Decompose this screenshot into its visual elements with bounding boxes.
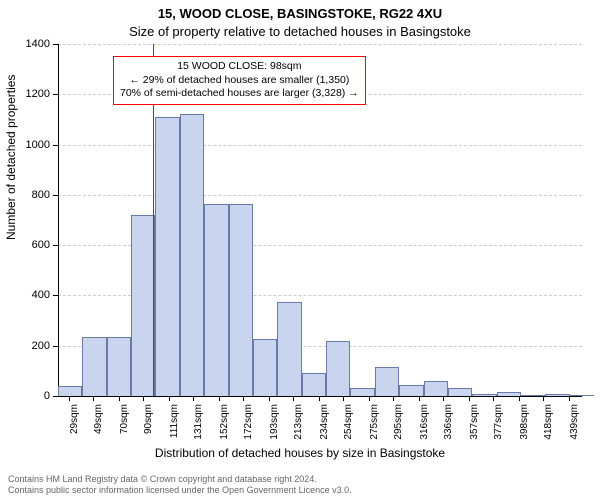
histogram-bar [277, 302, 301, 396]
xtick-label: 172sqm [243, 404, 254, 444]
histogram-bar [375, 367, 399, 396]
histogram-bar [180, 114, 204, 396]
xtick-label: 90sqm [143, 404, 154, 444]
histogram-bar [253, 339, 277, 396]
histogram-bar [131, 215, 155, 396]
histogram-bar [326, 341, 350, 396]
histogram-bar [350, 388, 374, 396]
footer-line-2: Contains public sector information licen… [8, 485, 592, 496]
xtick-label: 357sqm [469, 404, 480, 444]
histogram-bar [204, 204, 228, 396]
histogram-bar [58, 386, 82, 396]
histogram-bar [521, 395, 545, 396]
attribution-footer: Contains HM Land Registry data © Crown c… [8, 474, 592, 497]
chart-figure: 15, WOOD CLOSE, BASINGSTOKE, RG22 4XU Si… [0, 0, 600, 500]
xtick-mark [269, 396, 270, 401]
x-axis-label: Distribution of detached houses by size … [0, 446, 600, 460]
xtick-mark [569, 396, 570, 401]
xtick-label: 193sqm [269, 404, 280, 444]
ytick-label: 600 [10, 239, 50, 251]
xtick-label: 131sqm [193, 404, 204, 444]
xtick-mark [93, 396, 94, 401]
xtick-mark [119, 396, 120, 401]
xtick-mark [469, 396, 470, 401]
annotation-line-3: 70% of semi-detached houses are larger (… [120, 87, 359, 101]
histogram-bar [302, 373, 326, 396]
ytick-label: 800 [10, 189, 50, 201]
x-axis-line [58, 396, 582, 397]
histogram-bar [424, 381, 448, 396]
xtick-mark [193, 396, 194, 401]
annotation-line-2: ← 29% of detached houses are smaller (1,… [120, 74, 359, 88]
xtick-label: 418sqm [543, 404, 554, 444]
histogram-bar [155, 117, 179, 396]
xtick-mark [243, 396, 244, 401]
xtick-label: 275sqm [369, 404, 380, 444]
xtick-label: 49sqm [93, 404, 104, 444]
histogram-bar [399, 385, 423, 396]
xtick-label: 254sqm [343, 404, 354, 444]
ytick-label: 400 [10, 289, 50, 301]
xtick-label: 377sqm [493, 404, 504, 444]
histogram-bar [107, 337, 131, 396]
xtick-label: 295sqm [393, 404, 404, 444]
xtick-label: 336sqm [443, 404, 454, 444]
xtick-mark [343, 396, 344, 401]
xtick-mark [369, 396, 370, 401]
xtick-mark [393, 396, 394, 401]
xtick-mark [219, 396, 220, 401]
xtick-label: 152sqm [219, 404, 230, 444]
xtick-label: 439sqm [569, 404, 580, 444]
histogram-bar [570, 395, 594, 396]
xtick-label: 29sqm [69, 404, 80, 444]
chart-title-address: 15, WOOD CLOSE, BASINGSTOKE, RG22 4XU [0, 6, 600, 21]
ytick-label: 200 [10, 340, 50, 352]
histogram-bar [229, 204, 253, 396]
xtick-label: 234sqm [319, 404, 330, 444]
ytick-label: 1000 [10, 139, 50, 151]
xtick-label: 398sqm [519, 404, 530, 444]
annotation-line-1: 15 WOOD CLOSE: 98sqm [120, 60, 359, 74]
xtick-mark [493, 396, 494, 401]
xtick-label: 111sqm [169, 404, 180, 444]
xtick-label: 70sqm [119, 404, 130, 444]
histogram-bar [82, 337, 106, 396]
xtick-mark [443, 396, 444, 401]
xtick-mark [543, 396, 544, 401]
xtick-mark [519, 396, 520, 401]
xtick-mark [69, 396, 70, 401]
xtick-label: 213sqm [293, 404, 304, 444]
chart-subtitle: Size of property relative to detached ho… [0, 24, 600, 39]
xtick-label: 316sqm [419, 404, 430, 444]
xtick-mark [319, 396, 320, 401]
annotation-box: 15 WOOD CLOSE: 98sqm ← 29% of detached h… [113, 56, 366, 105]
ytick-label: 0 [10, 390, 50, 402]
footer-line-1: Contains HM Land Registry data © Crown c… [8, 474, 592, 485]
plot-area: 15 WOOD CLOSE: 98sqm ← 29% of detached h… [58, 44, 582, 396]
xtick-mark [143, 396, 144, 401]
histogram-bar [497, 392, 521, 396]
histogram-bar [448, 388, 472, 396]
ytick-label: 1200 [10, 88, 50, 100]
ytick-label: 1400 [10, 38, 50, 50]
xtick-mark [419, 396, 420, 401]
xtick-mark [169, 396, 170, 401]
xtick-mark [293, 396, 294, 401]
histogram-bar [545, 394, 569, 396]
